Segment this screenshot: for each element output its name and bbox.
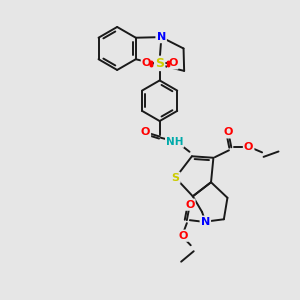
Text: NH: NH [166, 137, 183, 147]
Text: S: S [155, 57, 164, 70]
Text: S: S [172, 173, 179, 183]
Text: O: O [168, 58, 178, 68]
Text: N: N [157, 32, 166, 42]
Text: O: O [178, 231, 188, 241]
Text: O: O [142, 58, 151, 68]
Text: O: O [185, 200, 194, 210]
Text: N: N [201, 217, 210, 227]
Text: O: O [244, 142, 253, 152]
Text: O: O [141, 127, 150, 137]
Text: O: O [224, 128, 233, 137]
